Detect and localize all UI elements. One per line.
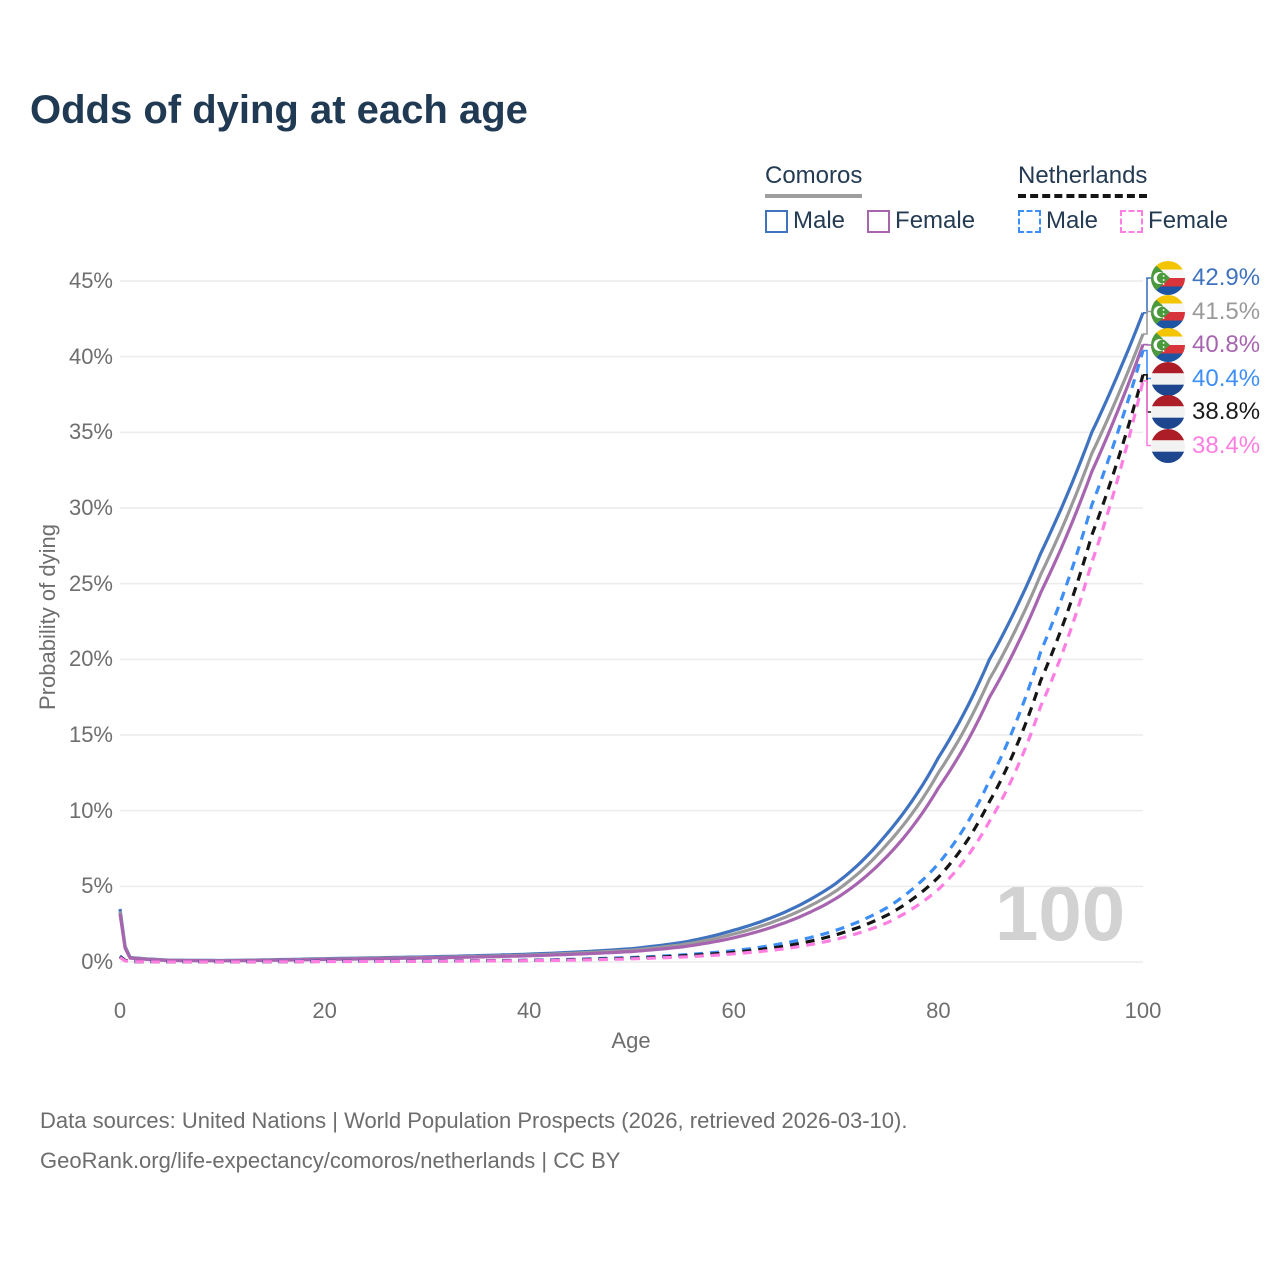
end-label-comoros-both-sexes: 41.5% — [1151, 294, 1261, 329]
legend-swatch-comoros-female-icon — [867, 209, 891, 233]
leader-line-comoros-male — [1143, 277, 1151, 314]
comoros-flag-icon — [1151, 294, 1185, 329]
series-line-comoros-female — [118, 344, 1145, 963]
leader-line-netherlands-female — [1143, 380, 1151, 447]
leader-line-netherlands-male — [1143, 349, 1151, 380]
comoros-flag-icon — [1151, 328, 1185, 362]
y-tick-35: 35% — [68, 419, 113, 445]
legend-group-netherlands: Netherlands Male Female — [1018, 162, 1228, 235]
x-tick-0: 0 — [113, 998, 127, 1023]
legend-country-comoros: Comoros — [765, 162, 863, 198]
end-label-netherlands-female: 38.4% — [1151, 428, 1261, 463]
leader-line-comoros-both-sexes — [1143, 310, 1151, 335]
y-tick-25: 25% — [68, 570, 113, 596]
y-tick-45: 45% — [68, 268, 113, 293]
legend-swatch-comoros-male-icon — [765, 209, 788, 233]
series-line-comoros-both-sexes — [118, 333, 1145, 963]
y-tick-5: 5% — [81, 873, 113, 899]
legend-swatch-netherlands-female-icon — [1120, 209, 1144, 233]
end-value: 40.8% — [1192, 331, 1261, 358]
y-tick-10: 10% — [68, 797, 113, 823]
legend-country-netherlands: Netherlands — [1018, 162, 1148, 198]
legend-item-comoros-male[interactable]: Male — [765, 207, 845, 235]
y-tick-15: 15% — [68, 722, 113, 747]
legend-group-comoros: Comoros Male Female — [765, 162, 975, 235]
data-sources-line: Data sources: United Nations | World Pop… — [40, 1108, 908, 1133]
end-value: 41.5% — [1192, 297, 1261, 325]
end-label-comoros-male: 42.9% — [1151, 261, 1260, 295]
series-line-netherlands-female — [119, 380, 1145, 964]
series-line-netherlands-both-sexes — [119, 374, 1145, 964]
legend-item-comoros-female[interactable]: Female — [867, 207, 975, 235]
legend-label-comoros-male: Male — [793, 207, 846, 234]
x-tick-80: 80 — [926, 998, 951, 1023]
legend-item-netherlands-male[interactable]: Male — [1018, 207, 1098, 235]
end-value: 42.9% — [1192, 264, 1261, 291]
end-value: 38.8% — [1192, 398, 1261, 425]
netherlands-flag-icon — [1151, 395, 1185, 429]
page-title: Odds of dying at each age — [30, 88, 528, 132]
x-axis-title: Age — [611, 1028, 651, 1053]
y-tick-40: 40% — [68, 343, 113, 369]
netherlands-flag-icon — [1151, 361, 1185, 396]
x-tick-60: 60 — [721, 998, 747, 1023]
end-label-comoros-female: 40.8% — [1151, 328, 1260, 362]
x-tick-40: 40 — [516, 998, 542, 1023]
attribution-line: GeoRank.org/life-expectancy/comoros/neth… — [40, 1148, 621, 1173]
y-tick-20: 20% — [68, 646, 113, 672]
series-line-comoros-male — [118, 312, 1145, 963]
end-value: 40.4% — [1192, 364, 1261, 392]
comoros-flag-icon — [1151, 261, 1185, 295]
end-value: 38.4% — [1192, 431, 1261, 459]
legend-label-netherlands-female: Female — [1148, 207, 1229, 234]
legend-label-comoros-female: Female — [895, 207, 976, 234]
y-tick-0: 0% — [81, 949, 113, 974]
y-axis-title: Probability of dying — [35, 524, 60, 710]
y-tick-30: 30% — [68, 495, 113, 520]
end-label-netherlands-male: 40.4% — [1151, 361, 1261, 396]
netherlands-flag-icon — [1151, 428, 1185, 463]
legend-item-netherlands-female[interactable]: Female — [1120, 207, 1228, 235]
legend-label-netherlands-male: Male — [1046, 207, 1099, 234]
x-tick-100: 100 — [1124, 998, 1162, 1023]
end-label-netherlands-both-sexes: 38.8% — [1151, 395, 1260, 429]
legend-swatch-netherlands-male-icon — [1018, 209, 1041, 233]
x-tick-20: 20 — [312, 998, 337, 1023]
